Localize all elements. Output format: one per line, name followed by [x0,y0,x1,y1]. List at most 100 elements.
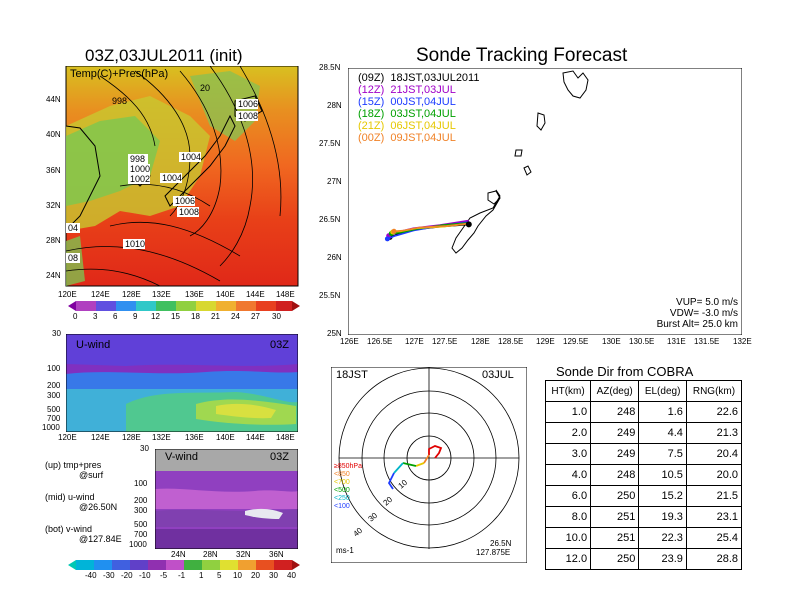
table-cell: 8.0 [544,506,592,528]
legend-note-line: @surf [79,470,104,480]
level-legend-item: <850 [334,471,350,478]
v-wind-time: 03Z [270,451,289,463]
table-cell: 23.9 [638,548,687,570]
isobar-label: 20 [200,83,210,93]
table-cell: 20.4 [685,443,743,465]
lon-tick: 130.5E [629,337,655,346]
lon-tick: 131E [667,337,686,346]
polar-location-lon: 127.875E [476,548,511,557]
legend-note-line: @127.84E [79,534,122,544]
table-cell: 248 [590,401,640,423]
table-header-row: HT(km) AZ(deg) EL(deg) RNG(km) [544,380,743,402]
column-header: EL(deg) [638,380,687,402]
level-legend-item: <700 [334,479,350,486]
lon-tick: 128E [471,337,490,346]
polar-date-label: 03JUL [482,369,514,381]
u-wind-time: 03Z [270,339,289,351]
wind-colorbar-tick: 20 [251,571,260,580]
table-cell: 10.5 [638,464,687,486]
colorbar-tick: 3 [93,312,98,321]
lat-tick: 36N [269,550,284,559]
table-cell: 249 [590,422,640,444]
temperature-pressure-map: 998 1006 1008 998 1000 1002 1004 1004 10… [65,66,299,287]
isobar-label: 08 [68,253,78,263]
map-overlay-label: Temp(C)+Pres(hPa) [70,68,169,80]
table-row: 4.0 248 10.5 20.0 [544,464,743,486]
lat-tick: 28N [327,101,342,110]
lat-tick: 28N [203,550,218,559]
isobar-label: 1008 [238,111,258,121]
colorbar-tick: 24 [231,312,240,321]
table-cell: 19.3 [638,506,687,528]
pressure-tick: 300 [47,391,61,400]
lat-tick: 36N [46,166,61,175]
lon-tick: 132E [733,337,752,346]
lon-tick: 140E [216,290,235,299]
table-cell: 15.2 [638,485,687,507]
table-row: 3.0 249 7.5 20.4 [544,443,743,465]
column-header: AZ(deg) [590,380,640,402]
lon-tick: 126E [340,337,359,346]
pressure-tick: 700 [134,530,148,539]
column-header: RNG(km) [685,380,743,402]
polar-location-lat: 26.5N [490,539,512,548]
lat-tick: 24N [171,550,186,559]
table-row: 2.0 249 4.4 21.3 [544,422,743,444]
level-legend-item: <250 [334,495,350,502]
u-wind-cross-section [66,334,298,432]
tracking-legend: (09Z) 18JST,03JUL2011 (12Z) 21JST,03JUL … [358,72,479,144]
lat-tick: 27N [327,177,342,186]
colorbar-tick: 30 [272,312,281,321]
colorbar-tick: 0 [73,312,78,321]
wind-colorbar [68,560,300,570]
lon-tick: 132E [152,433,171,442]
table-cell: 6.0 [544,485,592,507]
tracking-param: Burst Alt= 25.0 km [656,319,738,330]
polar-units: ms-1 [336,546,354,555]
wind-colorbar-tick: -10 [139,571,151,580]
lat-tick: 25N [327,329,342,338]
lon-tick: 128E [122,290,141,299]
column-header: HT(km) [544,380,592,402]
tracking-legend-item: (21Z) 06JST,04JUL [358,120,456,132]
legend-note-bot: (bot) v-wind @127.84E [45,524,122,544]
level-legend-item: <100 [334,503,350,510]
tracking-title: Sonde Tracking Forecast [416,45,628,66]
launch-point [465,221,472,228]
table-cell: 10.0 [544,527,592,549]
table-row: 10.0 251 22.3 25.4 [544,527,743,549]
wind-colorbar-tick: 5 [217,571,222,580]
wind-colorbar-tick: 10 [233,571,242,580]
table-cell: 22.6 [685,401,743,423]
table-cell: 249 [590,443,640,465]
isobar-label: 04 [68,223,78,233]
wind-colorbar-tick: -40 [85,571,97,580]
lon-tick: 148E [276,290,295,299]
legend-note-line: (bot) v-wind [45,524,93,534]
sonde-table-title: Sonde Dir from COBRA [556,364,694,379]
pressure-tick: 1000 [129,540,147,549]
lon-tick: 144E [246,290,265,299]
sonde-track-line [393,222,469,233]
lat-tick: 27.5N [319,139,341,148]
lon-tick: 124E [91,290,110,299]
lon-tick: 132E [152,290,171,299]
table-cell: 28.8 [685,548,743,570]
wind-colorbar-tick: -5 [160,571,168,580]
isobar-label: 998 [130,154,145,164]
lon-tick: 127E [405,337,424,346]
legend-note-mid: (mid) u-wind @26.50N [45,492,117,512]
table-cell: 4.4 [638,422,687,444]
table-cell: 251 [590,527,640,549]
legend-note-line: @26.50N [79,502,118,512]
tracking-param: VDW= -3.0 m/s [669,308,738,319]
isobar-label: 1000 [130,164,150,174]
table-row: 6.0 250 15.2 21.5 [544,485,743,507]
colorbar-tick: 27 [251,312,260,321]
map-panel-title: 03Z,03JUL2011 (init) [85,46,243,65]
tracking-legend-item: (18Z) 03JST,04JUL [358,108,456,120]
table-cell: 12.0 [544,548,592,570]
pressure-tick: 500 [134,520,148,529]
tracking-param: VUP= 5.0 m/s [676,297,738,308]
colorbar-tick: 12 [151,312,160,321]
